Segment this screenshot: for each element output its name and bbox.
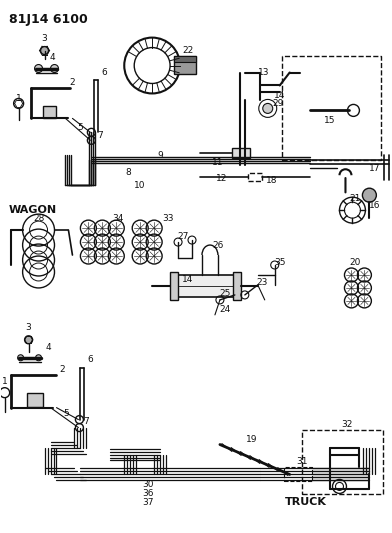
Text: 1: 1	[2, 377, 7, 386]
Text: 29: 29	[272, 99, 283, 108]
Text: 35: 35	[274, 257, 285, 266]
Circle shape	[36, 355, 42, 361]
Bar	[43, 107, 56, 118]
Text: 21: 21	[350, 193, 361, 203]
Bar	[170, 272, 178, 300]
Circle shape	[34, 64, 43, 72]
Bar	[248, 173, 262, 181]
Text: 5: 5	[64, 409, 69, 418]
Text: TRUCK: TRUCK	[285, 497, 327, 507]
Text: 12: 12	[216, 174, 228, 183]
Text: 30: 30	[142, 480, 154, 489]
Text: 14: 14	[182, 276, 194, 285]
Text: 14: 14	[274, 91, 285, 100]
Text: 81J14 6100: 81J14 6100	[9, 13, 87, 26]
Text: 11: 11	[212, 158, 224, 167]
Bar	[301, 430, 383, 495]
Bar	[284, 467, 312, 481]
Text: 32: 32	[342, 420, 353, 429]
Text: 19: 19	[246, 435, 258, 444]
Text: 4: 4	[46, 343, 51, 352]
Text: 22: 22	[182, 46, 194, 55]
Circle shape	[51, 64, 58, 72]
Text: 3: 3	[26, 324, 31, 333]
Text: 28: 28	[33, 214, 44, 223]
Text: 10: 10	[134, 181, 146, 190]
Bar	[233, 272, 241, 300]
Circle shape	[263, 103, 273, 114]
Bar	[174, 55, 196, 74]
Text: 4: 4	[50, 53, 55, 62]
Text: 37: 37	[142, 498, 154, 507]
Text: 31: 31	[296, 457, 307, 466]
Bar	[232, 148, 250, 158]
Text: 7: 7	[98, 131, 103, 140]
Text: 33: 33	[162, 214, 174, 223]
Text: 5: 5	[78, 123, 83, 132]
Text: 8: 8	[125, 168, 131, 177]
Bar	[27, 393, 43, 407]
Text: 1: 1	[16, 94, 22, 103]
Text: 18: 18	[266, 176, 278, 185]
Text: 9: 9	[157, 151, 163, 160]
Text: 15: 15	[324, 116, 335, 125]
Text: 20: 20	[350, 257, 361, 266]
Circle shape	[40, 46, 49, 54]
Text: 25: 25	[219, 289, 230, 298]
Text: 17: 17	[368, 164, 380, 173]
Text: 23: 23	[256, 278, 267, 287]
Text: 26: 26	[212, 240, 223, 249]
Bar	[175, 275, 235, 297]
Bar	[174, 55, 196, 61]
Text: 2: 2	[60, 365, 65, 374]
Text: 3: 3	[42, 34, 47, 43]
Text: 2: 2	[70, 78, 75, 87]
Circle shape	[18, 355, 24, 361]
Circle shape	[25, 336, 33, 344]
Text: 6: 6	[87, 356, 93, 364]
Text: 7: 7	[83, 417, 89, 426]
Circle shape	[363, 188, 376, 202]
Text: WAGON: WAGON	[9, 205, 57, 215]
Text: 6: 6	[102, 68, 107, 77]
Text: 36: 36	[142, 489, 154, 498]
Text: 27: 27	[177, 231, 189, 240]
Text: 24: 24	[219, 305, 230, 314]
Text: 13: 13	[258, 68, 270, 77]
Text: 34: 34	[113, 214, 124, 223]
Bar	[282, 55, 381, 160]
Text: 16: 16	[368, 200, 380, 209]
